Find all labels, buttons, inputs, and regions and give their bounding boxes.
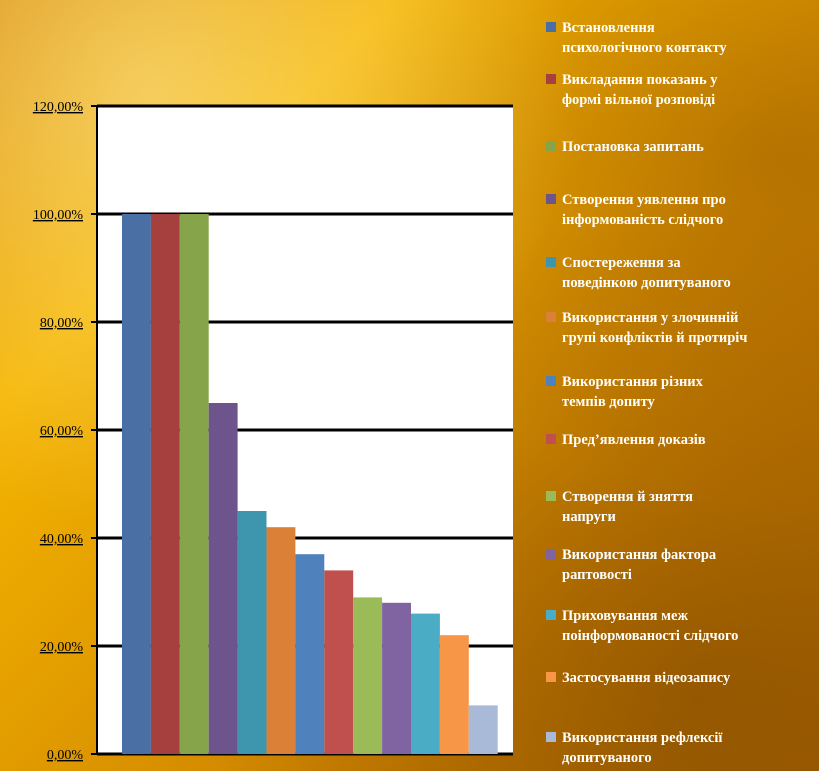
legend-swatch bbox=[546, 312, 556, 322]
y-tick-label: 100,00% bbox=[33, 208, 84, 223]
legend-label: Приховування меж поінформованості слідчог… bbox=[562, 608, 738, 644]
bar bbox=[382, 602, 411, 754]
bars bbox=[122, 214, 498, 754]
legend-label: Використання у злочинній групі конфліктів… bbox=[562, 310, 747, 346]
legend-swatch bbox=[546, 257, 556, 267]
legend-swatch bbox=[546, 549, 556, 559]
bar bbox=[439, 635, 469, 754]
bar bbox=[122, 214, 151, 754]
legend-swatch bbox=[546, 672, 556, 682]
legend-label: Встановлення психологічного контакту bbox=[562, 20, 727, 56]
legend-swatch bbox=[546, 732, 556, 742]
legend-swatch bbox=[546, 74, 556, 84]
legend-label: Застосування відеозапису bbox=[562, 670, 731, 686]
legend-label: Спостереження за поведінкою допитуваного bbox=[562, 255, 731, 291]
bar bbox=[179, 214, 209, 754]
legend-label: Пред’явлення доказів bbox=[562, 432, 706, 448]
legend-label: Використання рефлексії допитуваного bbox=[562, 730, 723, 766]
y-tick-label: 120,00% bbox=[33, 100, 84, 115]
y-tick-label: 20,00% bbox=[40, 640, 84, 655]
legend-swatch bbox=[546, 22, 556, 32]
legend-label: Створення уявлення про інформованість слі… bbox=[562, 192, 726, 228]
bar bbox=[208, 403, 238, 754]
legend-swatch bbox=[546, 434, 556, 444]
bar bbox=[150, 214, 180, 754]
legend-label: Створення й зняття напруги bbox=[562, 489, 693, 525]
bar bbox=[468, 705, 498, 754]
legend-swatch bbox=[546, 194, 556, 204]
legend-label: Викладання показань у формі вільної розпо… bbox=[562, 72, 718, 108]
bar bbox=[324, 570, 354, 754]
bar bbox=[295, 554, 325, 754]
y-tick-label: 80,00% bbox=[40, 316, 84, 331]
legend-swatch bbox=[546, 491, 556, 501]
legend-swatch bbox=[546, 376, 556, 386]
legend-label: Постановка запитань bbox=[562, 139, 704, 155]
legend: Встановлення психологічного контакту Викла… bbox=[546, 20, 747, 766]
legend-label: Використання фактора раптовості bbox=[562, 547, 717, 583]
legend-swatch bbox=[546, 610, 556, 620]
legend-swatch bbox=[546, 141, 556, 151]
legend-label: Використання різних темпів допиту bbox=[562, 374, 704, 410]
bar bbox=[353, 597, 383, 754]
bar bbox=[237, 511, 267, 754]
y-tick-label: 0,00% bbox=[47, 748, 84, 763]
bar bbox=[266, 527, 296, 754]
y-tick-label: 40,00% bbox=[40, 532, 84, 547]
y-axis: 0,00% 20,00% 40,00% 60,00% 80,00% 100,00% 120,… bbox=[33, 100, 98, 763]
bar bbox=[411, 613, 440, 754]
y-tick-label: 60,00% bbox=[40, 424, 84, 439]
